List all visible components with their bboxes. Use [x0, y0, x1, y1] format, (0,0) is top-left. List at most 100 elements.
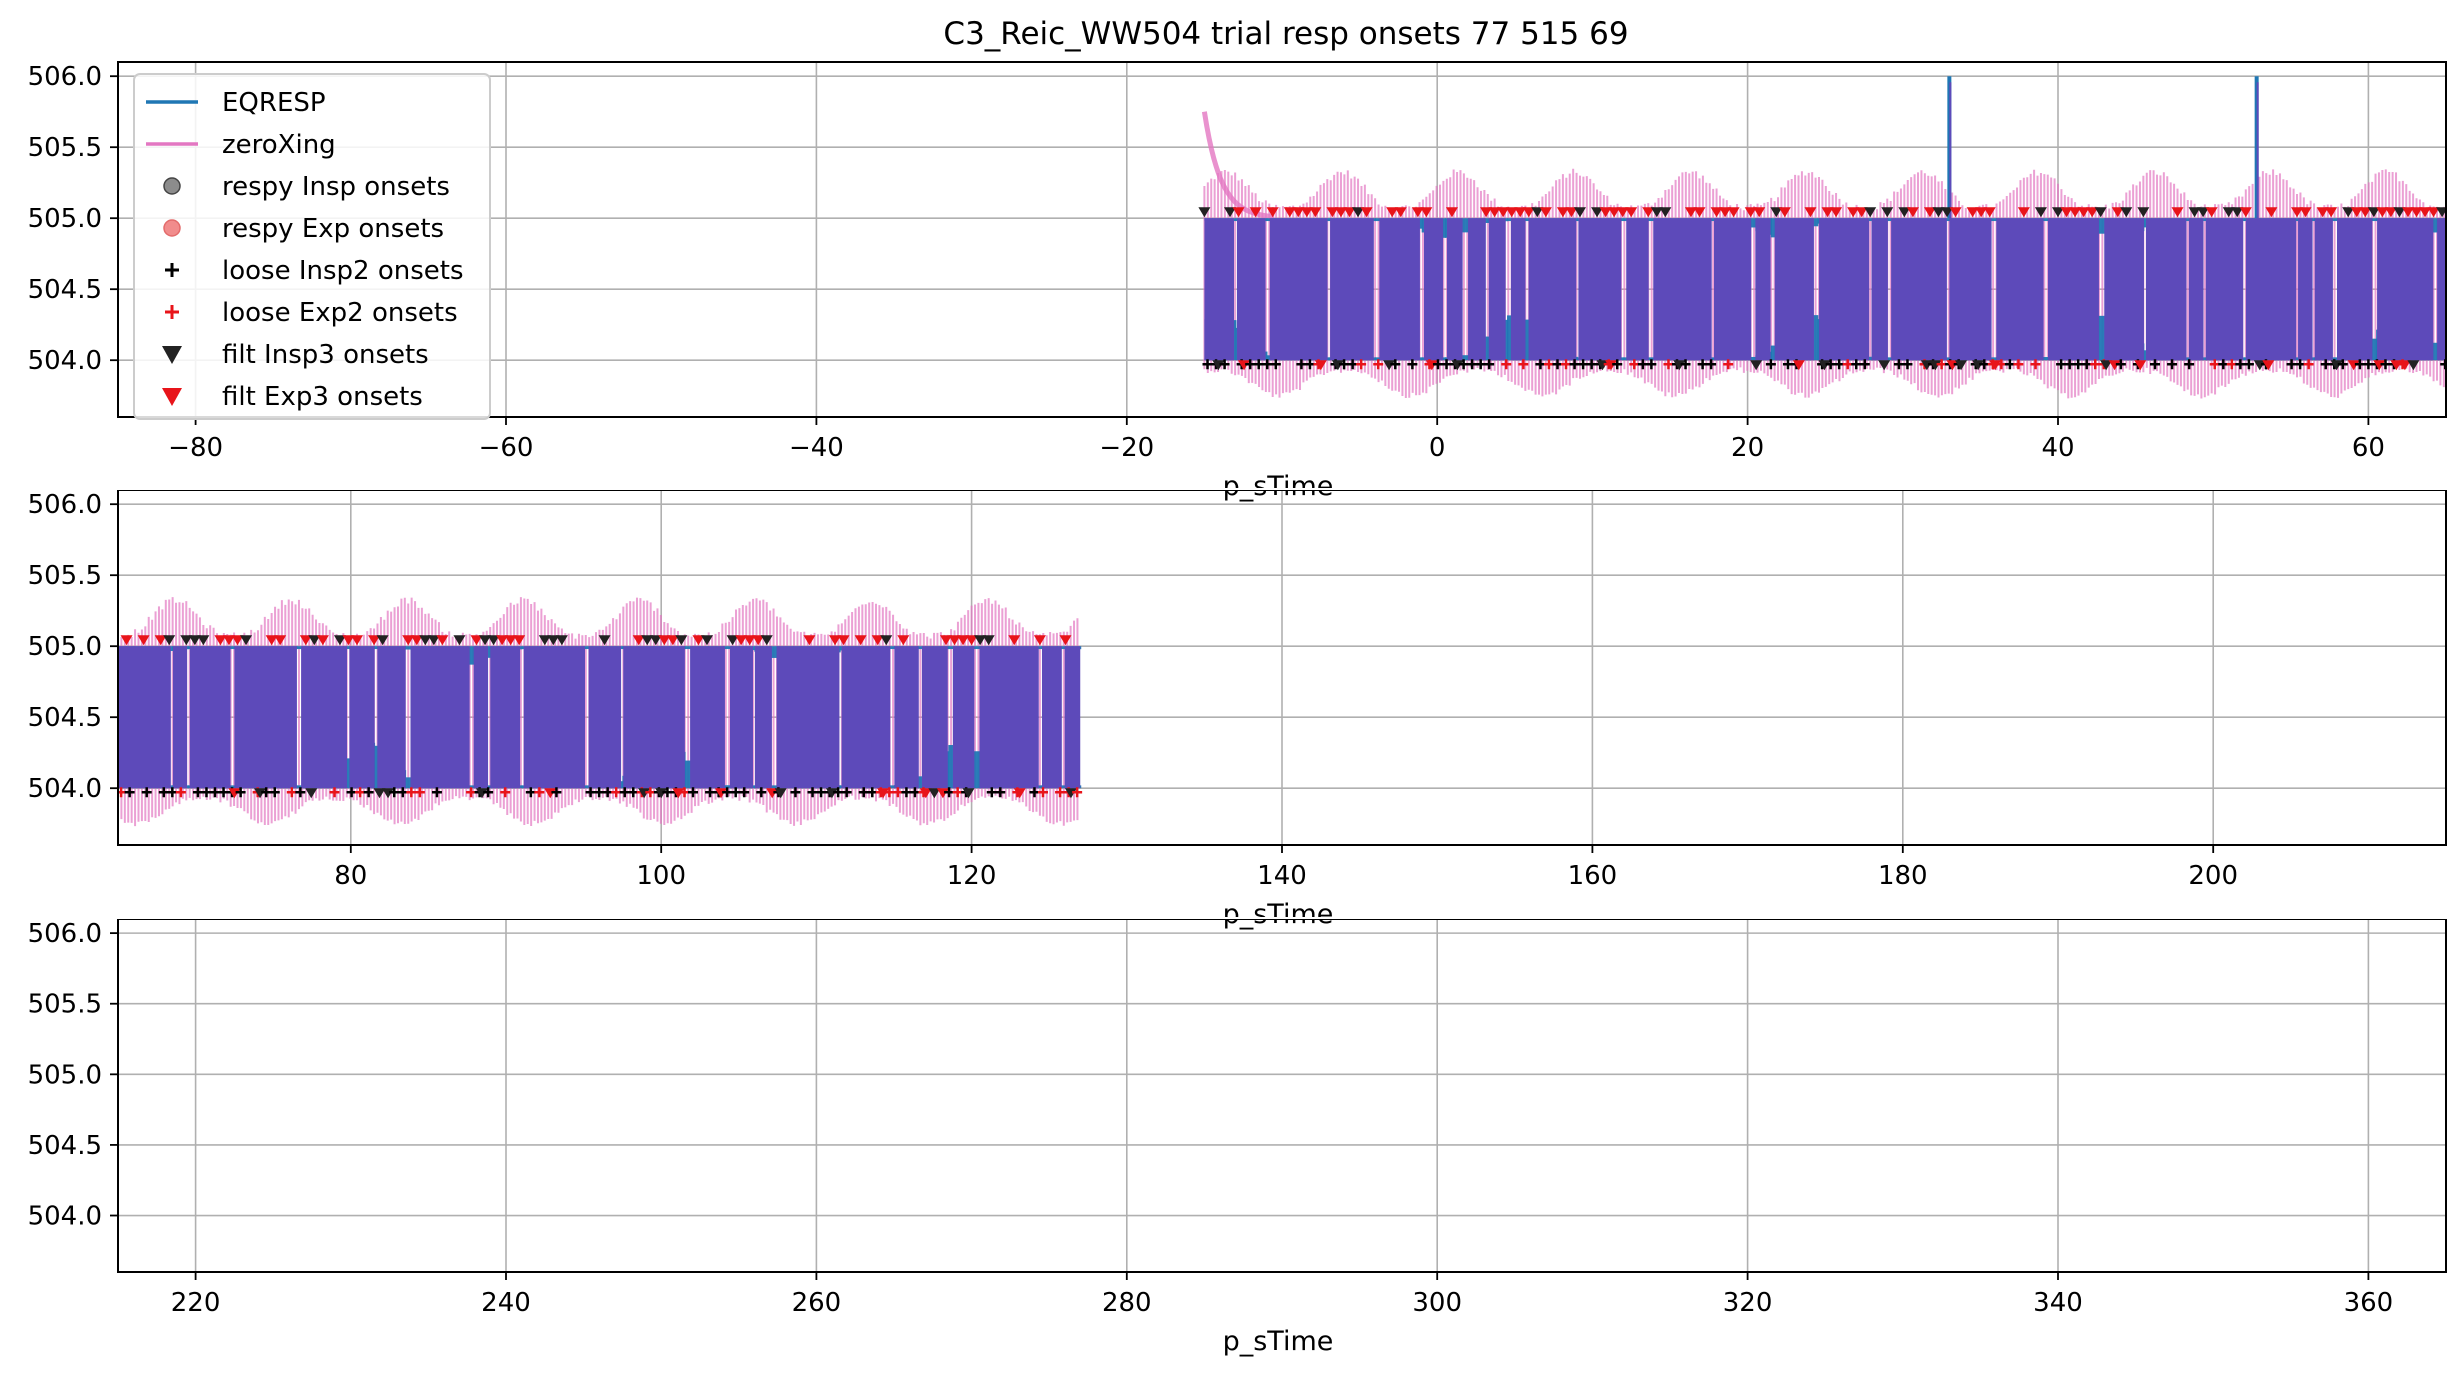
loose-onset: [431, 787, 442, 798]
loose-onset: [2209, 359, 2220, 370]
filt-exp3-onset: [222, 635, 235, 646]
filt-insp3-onset: [714, 788, 727, 799]
filt-exp3-onset: [2222, 207, 2235, 218]
x-tick-label: −80: [168, 433, 223, 463]
legend-entry: filt Insp3 onsets: [162, 340, 429, 370]
binary-block: [754, 646, 772, 789]
filt-insp3-onset: [982, 635, 995, 646]
loose-onset: [363, 787, 374, 798]
x-tick-label: 80: [334, 861, 367, 891]
legend-entry: EQRESP: [146, 88, 326, 118]
filt-insp3-onset: [1565, 207, 1578, 218]
filt-insp3-onset: [120, 635, 133, 646]
EQRESP-bottom-hump: [296, 785, 306, 789]
EQRESP-bottom-hump: [2182, 357, 2191, 361]
filt-exp3-onset: [188, 635, 201, 646]
filt-insp3-onset: [1955, 360, 1967, 371]
binary-block: [377, 646, 406, 789]
filt-insp3-onset: [513, 635, 526, 646]
filt-insp3-onset: [1605, 360, 1618, 371]
filt-insp3-onset: [1770, 207, 1783, 218]
loose-onset: [986, 787, 997, 798]
EQRESP-top-hump: [2368, 218, 2378, 222]
loose-onset: [739, 787, 750, 798]
binary-block: [1653, 218, 1712, 361]
loose-onset: [1356, 359, 1367, 370]
filt-insp3-onset: [1650, 207, 1663, 218]
binary-block: [729, 646, 753, 789]
loose-onset: [218, 787, 229, 798]
binary-block: [301, 646, 348, 789]
filt-insp3-onset: [2108, 360, 2121, 371]
EQRESP-top-hump: [2096, 218, 2106, 234]
loose-onset: [500, 787, 511, 798]
filt-insp3-onset: [1249, 207, 1262, 218]
filt-exp3-onset: [137, 635, 150, 646]
filt-exp3-onset: [2120, 207, 2133, 218]
filt-insp3-onset: [598, 635, 611, 646]
filt-insp3-onset: [197, 635, 210, 646]
y-tick-label: 504.0: [28, 1202, 102, 1232]
EQRESP-top-hump: [1460, 218, 1470, 233]
EQRESP-top-hump: [886, 646, 895, 650]
x-tick-label: −40: [789, 433, 844, 463]
filt-insp3-onset: [760, 635, 773, 646]
filt-exp3-onset: [1386, 207, 1399, 218]
loose-onset: [1270, 359, 1281, 370]
loose-onset: [1612, 359, 1623, 370]
EQRESP-binary: [118, 646, 1081, 789]
EQRESP-bottom-hump: [2042, 357, 2052, 361]
filt-exp3-onset: [1864, 207, 1877, 218]
loose-onset: [1842, 359, 1853, 370]
filt-exp3-onset: [2291, 207, 2304, 218]
loose-onset: [2090, 359, 2101, 370]
legend-triangle-swatch: [162, 388, 182, 406]
filt-exp3-onset: [316, 635, 329, 646]
filt-insp3-onset: [2253, 360, 2266, 371]
filt-exp3-onset: [1719, 207, 1732, 218]
binary-block: [490, 646, 521, 789]
filt-exp3-onset: [265, 635, 278, 646]
filt-insp3-onset: [1929, 360, 1942, 371]
EQRESP-top-hump: [2430, 218, 2440, 233]
filt-exp3-onset: [479, 635, 492, 646]
filt-exp3-onset: [2137, 207, 2150, 218]
filt-exp3-onset: [1556, 207, 1569, 218]
EQRESP-bottom-hump: [948, 745, 958, 789]
filt-insp3-onset: [641, 635, 654, 646]
filt-exp3-onset: [1966, 207, 1979, 218]
loose-onset: [2218, 359, 2229, 370]
legend-label: filt Exp3 onsets: [222, 382, 423, 412]
EQRESP-bottom-hump: [684, 760, 694, 789]
filt-insp3-onset: [1531, 207, 1544, 218]
loose-onset: [1859, 359, 1870, 370]
loose-onset: [1902, 359, 1913, 370]
filt-exp3-onset: [1625, 207, 1638, 218]
loose-onset: [355, 787, 366, 798]
filt-exp3-onset: [410, 635, 423, 646]
legend-label: respy Exp onsets: [222, 214, 444, 244]
loose-onset: [1407, 359, 1418, 370]
filt-insp3-onset: [1673, 360, 1686, 371]
filt-insp3-onset: [1923, 207, 1936, 218]
binary-block: [2205, 218, 2244, 361]
loose-onset: [2235, 359, 2246, 370]
filt-insp3-onset: [774, 788, 787, 799]
panels-layer: −80 −60 −40 −20 0 20 40 60 504.0 504.5 505.0 505.5 5…: [0, 61, 2464, 1357]
binary-block: [588, 646, 622, 789]
loose-onset: [722, 787, 733, 798]
filt-insp3-onset: [2205, 207, 2218, 218]
y-tick-label: 505.5: [28, 133, 102, 163]
filt-exp3-onset: [1642, 207, 1655, 218]
EQRESP-top-hump: [769, 646, 779, 658]
loose-onset: [1646, 359, 1657, 370]
binary-block: [2048, 218, 2099, 361]
filt-insp3-onset: [825, 788, 838, 799]
legend-plus-swatch: [165, 263, 179, 277]
x-tick-label: −60: [479, 433, 534, 463]
filt-exp3-onset: [965, 635, 978, 646]
filt-exp3-onset: [1744, 207, 1757, 218]
loose-onset: [2354, 359, 2365, 370]
filt-insp3-onset: [1983, 207, 1996, 218]
y-tick-label: 505.0: [28, 632, 102, 662]
